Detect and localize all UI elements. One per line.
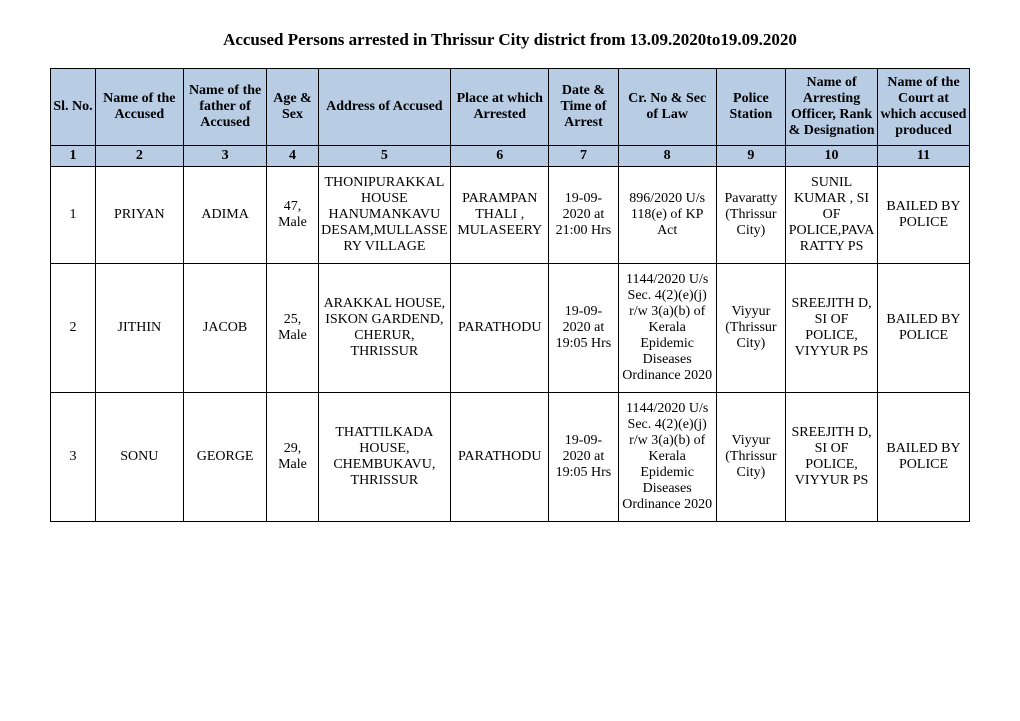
cell-station: Pavaratty (Thrissur City): [716, 167, 785, 264]
cell-address: THATTILKADA HOUSE, CHEMBUKAVU, THRISSUR: [318, 393, 451, 522]
cell-court: BAILED BY POLICE: [878, 393, 970, 522]
col-address: Address of Accused: [318, 69, 451, 146]
cell-crno: 1144/2020 U/s Sec. 4(2)(e)(j) r/w 3(a)(b…: [618, 264, 716, 393]
cell-crno: 1144/2020 U/s Sec. 4(2)(e)(j) r/w 3(a)(b…: [618, 393, 716, 522]
cell-court: BAILED BY POLICE: [878, 264, 970, 393]
table-body: 1 PRIYAN ADIMA 47, Male THONIPURAKKAL HO…: [51, 167, 970, 522]
col-index: 2: [95, 146, 183, 167]
cell-father: JACOB: [183, 264, 267, 393]
col-agesex: Age & Sex: [267, 69, 318, 146]
cell-sl: 2: [51, 264, 96, 393]
cell-crno: 896/2020 U/s 118(e) of KP Act: [618, 167, 716, 264]
col-court: Name of the Court at which accused produ…: [878, 69, 970, 146]
cell-accused: JITHIN: [95, 264, 183, 393]
cell-station: Viyyur (Thrissur City): [716, 264, 785, 393]
cell-agesex: 29, Male: [267, 393, 318, 522]
table-row: 3 SONU GEORGE 29, Male THATTILKADA HOUSE…: [51, 393, 970, 522]
cell-sl: 3: [51, 393, 96, 522]
cell-station: Viyyur (Thrissur City): [716, 393, 785, 522]
col-father: Name of the father of Accused: [183, 69, 267, 146]
page-title: Accused Persons arrested in Thrissur Cit…: [50, 30, 970, 50]
col-crno: Cr. No & Sec of Law: [618, 69, 716, 146]
table-row: 1 PRIYAN ADIMA 47, Male THONIPURAKKAL HO…: [51, 167, 970, 264]
cell-address: THONIPURAKKAL HOUSE HANUMANKAVU DESAM,MU…: [318, 167, 451, 264]
col-index: 8: [618, 146, 716, 167]
cell-place: PARATHODU: [451, 264, 549, 393]
table-row: 2 JITHIN JACOB 25, Male ARAKKAL HOUSE, I…: [51, 264, 970, 393]
col-place: Place at which Arrested: [451, 69, 549, 146]
col-index: 6: [451, 146, 549, 167]
col-index: 11: [878, 146, 970, 167]
col-slno: Sl. No.: [51, 69, 96, 146]
cell-accused: PRIYAN: [95, 167, 183, 264]
col-index: 9: [716, 146, 785, 167]
cell-sl: 1: [51, 167, 96, 264]
cell-datetime: 19-09-2020 at 19:05 Hrs: [549, 393, 618, 522]
col-index: 7: [549, 146, 618, 167]
cell-father: GEORGE: [183, 393, 267, 522]
cell-place: PARATHODU: [451, 393, 549, 522]
table-index-row: 1 2 3 4 5 6 7 8 9 10 11: [51, 146, 970, 167]
table-header-row: Sl. No. Name of the Accused Name of the …: [51, 69, 970, 146]
col-index: 1: [51, 146, 96, 167]
cell-officer: SREEJITH D, SI OF POLICE, VIYYUR PS: [786, 264, 878, 393]
cell-place: PARAMPAN THALI , MULASEERY: [451, 167, 549, 264]
col-officer: Name of Arresting Officer, Rank & Design…: [786, 69, 878, 146]
col-accused: Name of the Accused: [95, 69, 183, 146]
arrest-table: Sl. No. Name of the Accused Name of the …: [50, 68, 970, 522]
cell-agesex: 47, Male: [267, 167, 318, 264]
cell-court: BAILED BY POLICE: [878, 167, 970, 264]
cell-agesex: 25, Male: [267, 264, 318, 393]
col-station: Police Station: [716, 69, 785, 146]
cell-datetime: 19-09-2020 at 19:05 Hrs: [549, 264, 618, 393]
col-datetime: Date & Time of Arrest: [549, 69, 618, 146]
col-index: 4: [267, 146, 318, 167]
col-index: 5: [318, 146, 451, 167]
cell-officer: SREEJITH D, SI OF POLICE, VIYYUR PS: [786, 393, 878, 522]
cell-officer: SUNIL KUMAR , SI OF POLICE,PAVARATTY PS: [786, 167, 878, 264]
cell-datetime: 19-09-2020 at 21:00 Hrs: [549, 167, 618, 264]
cell-father: ADIMA: [183, 167, 267, 264]
col-index: 3: [183, 146, 267, 167]
cell-accused: SONU: [95, 393, 183, 522]
cell-address: ARAKKAL HOUSE, ISKON GARDEND, CHERUR, TH…: [318, 264, 451, 393]
col-index: 10: [786, 146, 878, 167]
